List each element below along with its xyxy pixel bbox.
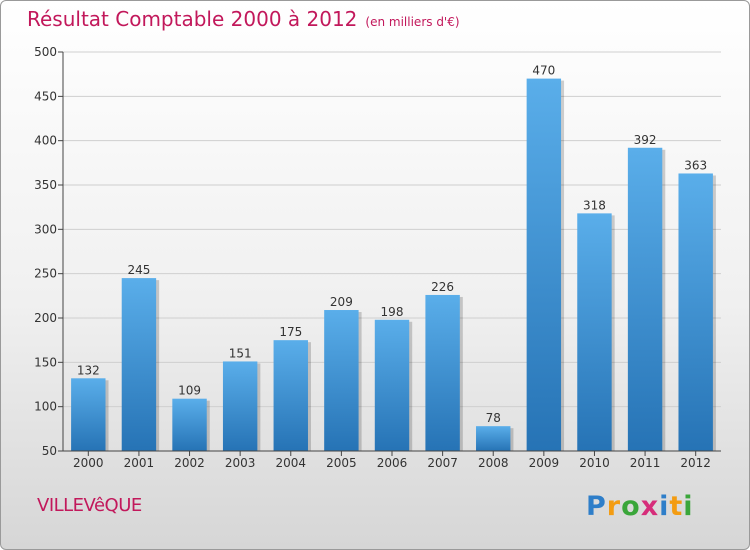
- bar-2002: [172, 398, 207, 451]
- x-tick-label: 2002: [174, 456, 205, 470]
- x-tick-label: 2011: [630, 456, 661, 470]
- logo-letter: P: [586, 491, 607, 522]
- logo-letter: x: [640, 491, 660, 522]
- x-tick-label: 2000: [73, 456, 104, 470]
- y-tick-label: 250: [34, 267, 57, 281]
- bar-value-label: 132: [77, 363, 100, 377]
- x-tick-label: 2008: [478, 456, 509, 470]
- x-tick-label: 2012: [680, 456, 711, 470]
- bar-2003: [222, 361, 258, 451]
- bar-2007: [425, 294, 460, 451]
- axes: 50 100 150 200 250 300 350 400 450 500 2000 2001 200…: [34, 45, 721, 470]
- y-tick-label: 400: [34, 134, 57, 148]
- bar-value-label: 363: [684, 158, 707, 172]
- bar-2006: [374, 319, 410, 451]
- y-tick-label: 150: [34, 355, 57, 369]
- bar-2008: [476, 426, 511, 451]
- x-tick-label: 2007: [427, 456, 458, 470]
- x-tick-label: 2003: [225, 456, 256, 470]
- bars: 132 245 109 151 175 209 198 226 78 470 318 392 363: [71, 64, 716, 451]
- y-tick-label: 300: [34, 222, 57, 236]
- bar-value-label: 245: [127, 263, 150, 277]
- logo-letter: i: [659, 491, 670, 522]
- x-tick-label: 2006: [377, 456, 408, 470]
- y-tick-label: 100: [34, 400, 57, 414]
- title-text: Résultat Comptable 2000 à 2012: [27, 7, 358, 31]
- chart-title: Résultat Comptable 2000 à 2012 (en millie…: [27, 7, 460, 31]
- x-tick-label: 2004: [275, 456, 306, 470]
- y-tick-label: 50: [42, 444, 57, 458]
- logo-letter: t: [669, 491, 684, 522]
- bar-value-label: 470: [532, 64, 555, 78]
- x-tick-label: 2005: [326, 456, 357, 470]
- bar-2012: [678, 173, 713, 451]
- y-tick-label: 500: [34, 45, 57, 59]
- bar-value-label: 209: [330, 295, 353, 309]
- bar-2011: [627, 147, 663, 451]
- bar-2005: [324, 310, 359, 451]
- bar-value-label: 198: [381, 305, 404, 319]
- bar-value-label: 318: [583, 198, 606, 212]
- logo-letter: r: [606, 491, 622, 522]
- bar-2009: [526, 78, 562, 451]
- logo-letter: o: [621, 491, 641, 522]
- x-tick-label: 2001: [124, 456, 155, 470]
- bar-value-label: 151: [229, 346, 252, 360]
- bar-value-label: 392: [634, 133, 657, 147]
- bar-value-label: 109: [178, 384, 201, 398]
- bar-2001: [121, 278, 157, 451]
- y-tick-label: 200: [34, 311, 57, 325]
- bar-2000: [71, 378, 106, 451]
- bar-2010: [577, 213, 612, 451]
- bar-value-label: 78: [486, 411, 501, 425]
- y-tick-label: 350: [34, 178, 57, 192]
- logo-letter: i: [683, 491, 694, 522]
- bar-value-label: 226: [431, 280, 454, 294]
- y-tick-label: 450: [34, 89, 57, 103]
- bar-value-label: 175: [279, 325, 302, 339]
- commune-name: VILLEVêQUE: [37, 495, 142, 516]
- x-tick-label: 2009: [529, 456, 560, 470]
- x-tick-label: 2010: [579, 456, 610, 470]
- bar-2004: [273, 340, 308, 451]
- subtitle-text: (en milliers d'€): [365, 15, 460, 29]
- proxiti-logo[interactable]: Proxiti: [586, 491, 694, 522]
